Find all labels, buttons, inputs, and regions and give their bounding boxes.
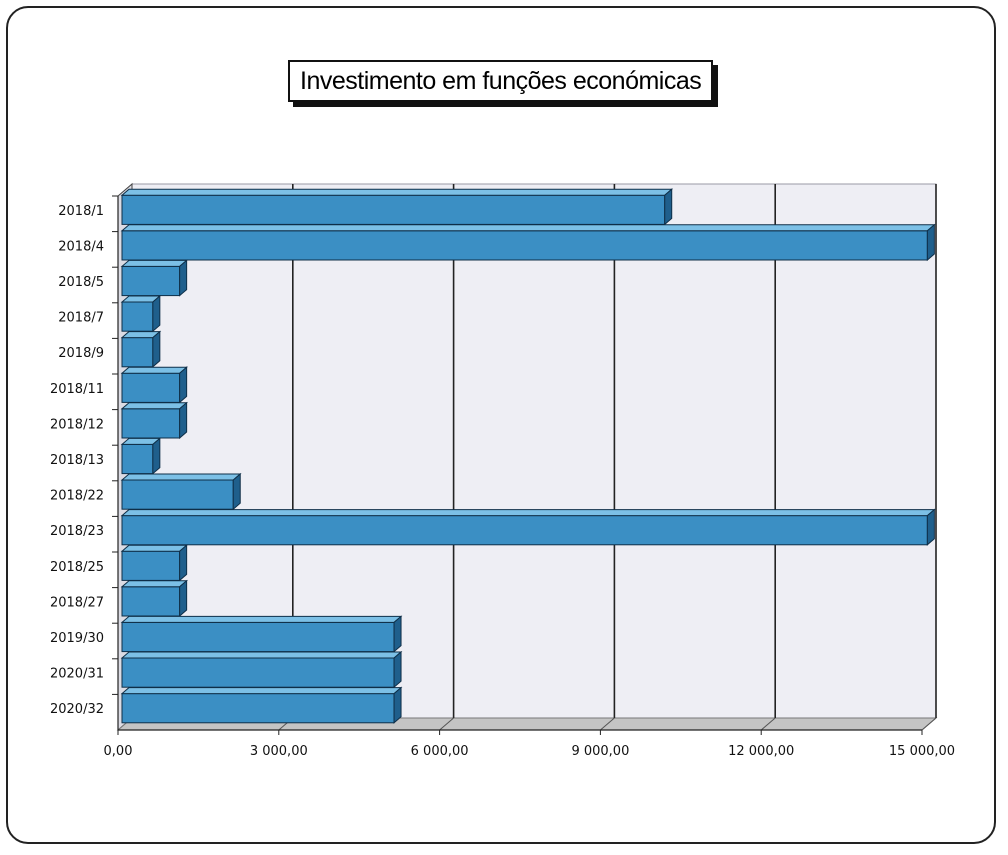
x-tick-label: 0,00 bbox=[104, 744, 133, 759]
bar bbox=[121, 337, 154, 368]
x-tick-label: 15 000,00 bbox=[889, 744, 955, 759]
bar-side bbox=[393, 615, 402, 653]
bar bbox=[121, 408, 181, 439]
bar bbox=[121, 194, 666, 225]
bar bbox=[121, 693, 395, 724]
y-tick-label: 2018/9 bbox=[58, 346, 104, 361]
bar-side bbox=[179, 259, 188, 297]
bar-top bbox=[120, 651, 403, 659]
bar-side bbox=[664, 188, 673, 226]
bar-top bbox=[120, 366, 188, 374]
y-tick-label: 2018/12 bbox=[50, 417, 104, 432]
bar-top bbox=[120, 509, 936, 517]
gridline-floor bbox=[439, 717, 454, 731]
bar-top bbox=[120, 188, 674, 196]
bar-side bbox=[152, 294, 161, 333]
gridline-floor bbox=[921, 717, 937, 731]
bar bbox=[121, 515, 928, 546]
bar bbox=[121, 372, 181, 403]
bar bbox=[121, 230, 928, 261]
bar-side bbox=[179, 401, 188, 440]
bar bbox=[121, 479, 234, 510]
y-tick-label: 2018/23 bbox=[50, 524, 104, 539]
bar-side bbox=[179, 579, 188, 618]
y-tick-label: 2018/11 bbox=[50, 382, 104, 397]
bar-top bbox=[120, 580, 188, 588]
y-tick-label: 2018/7 bbox=[58, 311, 104, 326]
bar-side bbox=[232, 472, 241, 511]
gridline-floor bbox=[600, 717, 615, 731]
category-labels: 2018/1 2018/4 2018/5 2018/7 2018/9 2018/11 201… bbox=[50, 204, 104, 717]
y-tick-label: 2018/27 bbox=[50, 595, 104, 610]
y-tick-label: 2018/13 bbox=[50, 453, 104, 468]
bar bbox=[121, 550, 181, 581]
bar-top bbox=[120, 615, 403, 623]
y-tick-label: 2018/5 bbox=[58, 275, 104, 290]
bar bbox=[121, 301, 154, 332]
bar-top bbox=[120, 402, 188, 410]
bar bbox=[121, 586, 181, 617]
y-tick-label: 2018/25 bbox=[50, 560, 104, 575]
chart-title-box: Investimento em funções económicas bbox=[288, 60, 714, 102]
y-tick-label: 2020/32 bbox=[50, 702, 104, 717]
x-tick-label: 6 000,00 bbox=[411, 744, 469, 759]
x-tick-label: 9 000,00 bbox=[571, 744, 629, 759]
bar bbox=[121, 443, 154, 475]
bar-side bbox=[152, 330, 161, 368]
bar-top bbox=[120, 687, 403, 695]
bar-side bbox=[926, 508, 935, 546]
bar-side bbox=[393, 686, 402, 724]
bar-side bbox=[179, 366, 188, 404]
bar-side bbox=[152, 437, 161, 475]
chart-title: Investimento em funções económicas bbox=[300, 66, 702, 95]
bars bbox=[120, 188, 936, 724]
y-tick-label: 2018/4 bbox=[58, 239, 104, 254]
y-tick-label: 2020/31 bbox=[50, 667, 104, 682]
y-tick-label: 2018/1 bbox=[58, 204, 104, 219]
bar bbox=[121, 621, 395, 653]
bar bbox=[121, 657, 395, 688]
bar-side bbox=[393, 650, 402, 689]
y-tick-label: 2019/30 bbox=[50, 631, 104, 646]
bar-side bbox=[926, 223, 935, 262]
bar-top bbox=[120, 544, 188, 552]
bar-top bbox=[120, 259, 188, 267]
value-tick-labels: 0,00 3 000,00 6 000,00 9 000,00 12 000,00 15 … bbox=[104, 744, 956, 759]
bar bbox=[121, 265, 181, 297]
y-tick-label: 2018/22 bbox=[50, 489, 104, 504]
bar-top bbox=[120, 224, 936, 232]
bar-top bbox=[120, 473, 242, 481]
x-tick-label: 12 000,00 bbox=[728, 744, 794, 759]
gridline-floor bbox=[760, 717, 776, 731]
x-tick-label: 3 000,00 bbox=[250, 744, 308, 759]
bar-side bbox=[179, 544, 188, 582]
